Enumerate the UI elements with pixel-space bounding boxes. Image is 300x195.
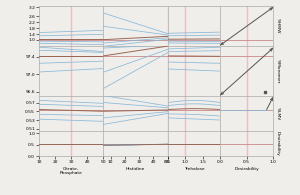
Y-axis label: %Monomer: %Monomer: [276, 59, 280, 83]
X-axis label: Desirability: Desirability: [234, 167, 259, 171]
X-axis label: Histidine: Histidine: [126, 167, 145, 171]
Y-axis label: Desirability: Desirability: [276, 131, 280, 156]
Y-axis label: %LMV: %LMV: [276, 107, 280, 120]
Y-axis label: %HMW: %HMW: [276, 18, 280, 34]
X-axis label: Citrate-
Phosphate: Citrate- Phosphate: [60, 167, 82, 175]
X-axis label: Trehalose: Trehalose: [184, 167, 204, 171]
